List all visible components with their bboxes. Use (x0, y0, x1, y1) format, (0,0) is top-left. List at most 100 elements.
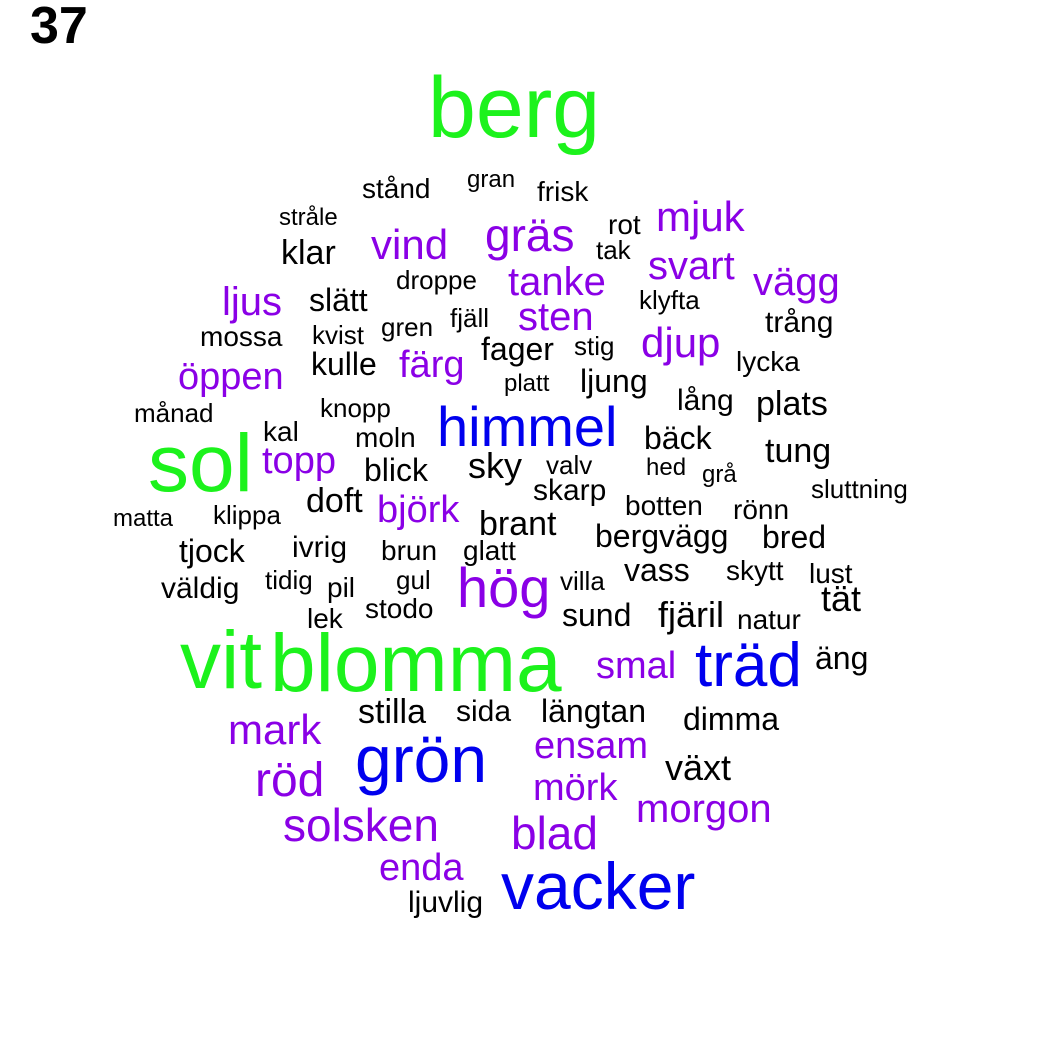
cloud-word: ljus (222, 279, 283, 324)
cloud-word: platt (504, 370, 550, 398)
cloud-word: ivrig (292, 530, 348, 564)
cloud-word: träd (695, 630, 802, 700)
cloud-word: tak (596, 235, 631, 266)
cloud-word: sluttning (811, 474, 908, 505)
cloud-word: doft (306, 482, 363, 521)
cloud-word: ljuvlig (408, 885, 484, 919)
cloud-word: bergvägg (595, 518, 729, 555)
cloud-word: hed (646, 454, 687, 482)
cloud-word: brant (479, 505, 557, 544)
cloud-word: svart (648, 243, 735, 288)
cloud-word: mossa (200, 320, 283, 352)
cloud-word: gran (467, 166, 516, 194)
cloud-word: vacker (501, 849, 696, 924)
cloud-word: blomma (270, 617, 562, 709)
cloud-word: smal (596, 644, 677, 687)
cloud-word: natur (737, 603, 801, 635)
cloud-word: skytt (726, 554, 784, 586)
cloud-word: moln (355, 421, 416, 453)
cloud-word: rönn (733, 493, 790, 525)
cloud-word: morgon (636, 786, 772, 831)
cloud-word: knopp (320, 393, 391, 424)
cloud-word: blick (364, 452, 429, 489)
cloud-word: kulle (311, 346, 377, 383)
cloud-word: glatt (463, 534, 516, 566)
cloud-word: tanke (508, 259, 606, 304)
cloud-word: gren (381, 312, 434, 343)
cloud-word: rot (608, 208, 641, 240)
cloud-word: lång (677, 383, 734, 417)
cloud-word: botten (625, 489, 703, 521)
cloud-word: skarp (533, 473, 607, 507)
cloud-word: klippa (213, 500, 281, 531)
cloud-word: himmel (437, 395, 618, 459)
cloud-word: fager (481, 331, 554, 368)
cloud-word: längtan (541, 693, 646, 730)
cloud-word: tät (821, 578, 862, 620)
cloud-word: mjuk (656, 192, 745, 240)
cloud-word: mark (228, 705, 322, 753)
cloud-word: vind (371, 220, 449, 268)
cloud-word: lek (307, 602, 343, 634)
cloud-word: grå (702, 461, 737, 489)
cloud-word: ljung (580, 363, 648, 400)
cloud-word: trång (765, 305, 834, 339)
cloud-word: fjäril (658, 594, 725, 636)
cloud-word: brun (381, 534, 438, 566)
cloud-word: stodo (365, 592, 434, 624)
cloud-word: blad (511, 807, 598, 860)
cloud-word: droppe (396, 265, 477, 296)
cloud-word: pil (327, 571, 356, 603)
cloud-word: bäck (644, 420, 712, 457)
cloud-word: fjäll (450, 303, 490, 334)
cloud-word: tung (765, 432, 832, 471)
cloud-word: sida (456, 694, 512, 728)
cloud-word: stig (574, 331, 615, 362)
cloud-word: mörk (533, 766, 618, 809)
cloud-word: dimma (683, 701, 780, 738)
cloud-word: månad (134, 398, 214, 429)
cloud-word: plats (756, 385, 828, 424)
cloud-word: solsken (283, 799, 439, 852)
cloud-word: röd (255, 753, 325, 807)
cloud-word: djup (641, 318, 721, 366)
cloud-word: stånd (362, 172, 431, 204)
cloud-word: vit (180, 614, 262, 706)
cloud-word: gräs (485, 209, 575, 262)
cloud-word: valv (546, 450, 593, 481)
cloud-word: lycka (736, 345, 800, 377)
cloud-word: gul (396, 565, 431, 596)
cloud-word: väldig (161, 571, 240, 605)
cloud-word: björk (377, 488, 460, 531)
cloud-word: enda (379, 846, 464, 889)
cloud-word: vass (624, 552, 690, 589)
cloud-word: matta (113, 505, 174, 533)
cloud-word: villa (560, 566, 605, 597)
cloud-word: bred (762, 519, 827, 556)
cloud-word: stilla (358, 693, 427, 732)
cloud-word: klyfta (639, 285, 700, 316)
cloud-word: äng (815, 640, 869, 677)
cloud-word: kvist (312, 320, 364, 351)
cloud-word: slätt (309, 282, 368, 319)
cloud-word: stråle (279, 204, 338, 232)
cloud-word: lust (809, 557, 853, 589)
cloud-word: öppen (178, 355, 284, 398)
cloud-word: växt (665, 747, 732, 789)
cloud-word: berg (428, 60, 601, 157)
cloud-word: topp (262, 439, 336, 482)
cloud-word: klar (281, 234, 336, 273)
cloud-word: sol (148, 417, 253, 509)
cloud-word: tjock (179, 533, 245, 570)
cloud-word: sten (518, 294, 594, 339)
cloud-word: sky (468, 445, 522, 487)
cloud-word: kal (263, 415, 299, 447)
cloud-word: tidig (265, 565, 313, 596)
page-number: 37 (30, 0, 88, 55)
cloud-word: färg (399, 343, 465, 386)
cloud-word: grön (355, 722, 488, 797)
cloud-word: hög (457, 556, 551, 620)
cloud-word: vägg (753, 259, 840, 304)
cloud-word: ensam (534, 724, 649, 767)
